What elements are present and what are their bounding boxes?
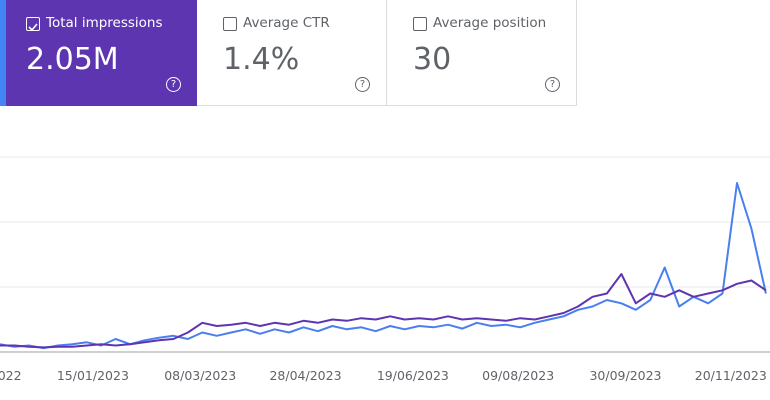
metric-card[interactable]: Average CTR 1.4% ? xyxy=(197,0,387,106)
checkbox[interactable] xyxy=(223,17,237,31)
x-tick-label: 28/04/2023 xyxy=(269,368,341,383)
series-line xyxy=(0,273,767,349)
checkbox[interactable] xyxy=(26,17,40,32)
checkbox[interactable] xyxy=(413,17,427,31)
metric-label: Total impressions xyxy=(46,15,163,31)
x-tick-label: 15/01/2023 xyxy=(57,368,129,383)
help-icon[interactable]: ? xyxy=(545,77,560,92)
metric-cards: Total impressions 2.05M ? Average CTR 1.… xyxy=(0,0,577,106)
x-tick-label: 09/08/2023 xyxy=(482,368,554,383)
metric-label: Average CTR xyxy=(243,15,330,31)
check-icon xyxy=(28,23,38,32)
x-tick-label: 24/11/2022 xyxy=(0,368,22,383)
metric-card[interactable]: Average position 30 ? xyxy=(387,0,577,106)
metric-label: Average position xyxy=(433,15,547,31)
metric-value: 2.05M xyxy=(26,42,119,77)
series-line xyxy=(0,182,767,350)
metric-card[interactable]: Total impressions 2.05M ? xyxy=(0,0,197,106)
metric-value: 1.4% xyxy=(223,42,300,77)
metric-value: 30 xyxy=(413,42,452,77)
x-tick-label: 20/11/2023 xyxy=(695,368,767,383)
x-tick-label: 08/03/2023 xyxy=(164,368,236,383)
help-icon[interactable]: ? xyxy=(166,77,181,92)
help-icon[interactable]: ? xyxy=(355,77,370,92)
x-tick-label: 19/06/2023 xyxy=(377,368,449,383)
x-tick-label: 30/09/2023 xyxy=(589,368,661,383)
